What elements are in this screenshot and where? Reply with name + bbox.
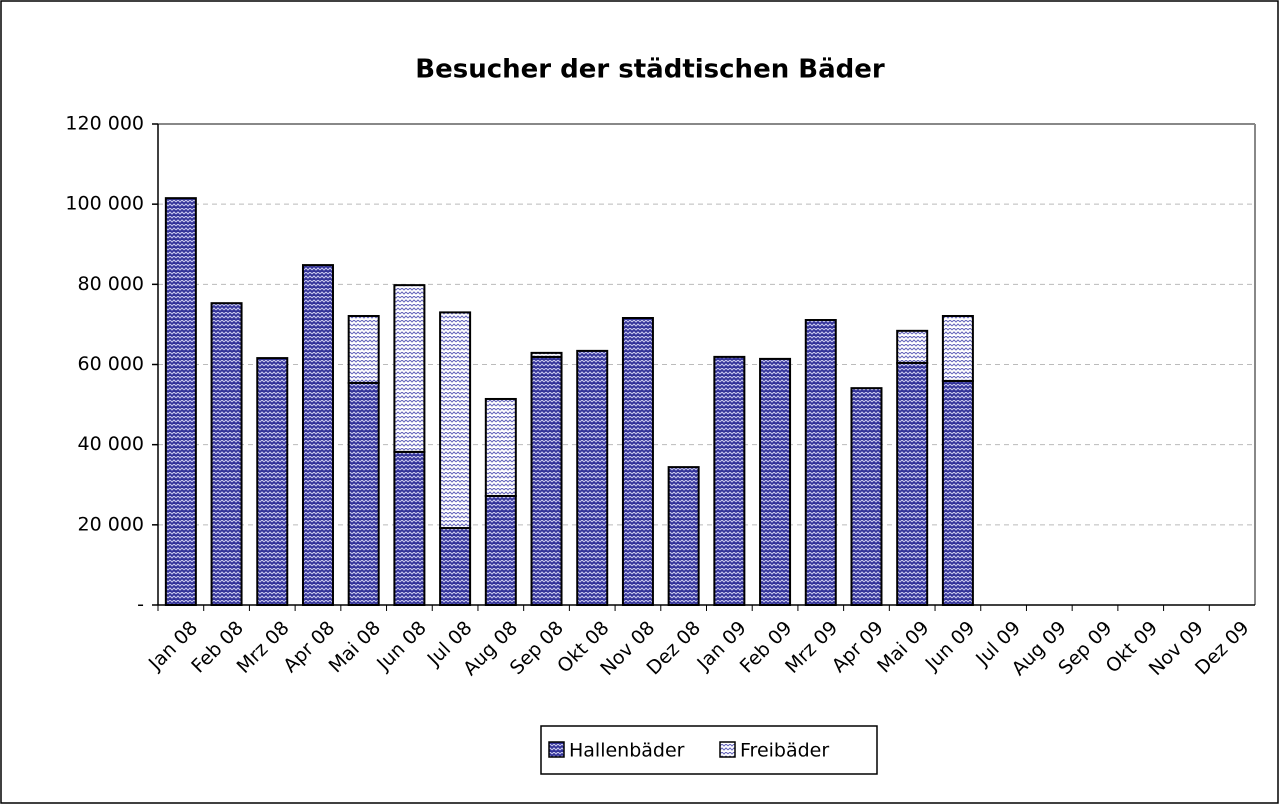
bar-segment [530,351,563,358]
bar-segment [439,527,472,606]
bar-segment [484,494,517,606]
bar-segment [210,302,243,606]
y-tick-label: 60 000 [78,353,144,375]
y-tick-label: 80 000 [78,273,144,295]
bar-segment [576,349,609,606]
legend-swatch [548,741,565,758]
y-tick-label: 20 000 [78,513,144,535]
y-tick-label: 120 000 [65,113,144,135]
bar-segment [439,311,472,530]
y-tick-label: 100 000 [65,193,144,215]
bar-segment [484,397,517,497]
legend-box [540,725,878,775]
bar-segment [393,450,426,606]
bar-segment [393,284,426,453]
bar-segment [759,357,792,606]
bar-segment [850,387,883,606]
legend-label: Freibäder [740,740,829,762]
legend-label: Hallenbäder [569,740,685,762]
bar-segment [256,357,289,606]
legend-swatch [719,741,736,758]
bar-segment [301,264,334,606]
y-tick-label: - [137,594,144,616]
bar-segment [941,314,974,382]
bar-segment [896,361,929,606]
bar-segment [347,381,380,606]
bar-segment [347,314,380,384]
bar-segment [164,197,197,606]
bar-segment [667,466,700,607]
bar-segment [896,329,929,364]
y-tick-label: 40 000 [78,433,144,455]
bar-segment [804,319,837,606]
bar-segment [530,355,563,606]
bar-segment [621,317,654,606]
bar-segment [713,355,746,606]
bar-segment [941,379,974,606]
chart-title: Besucher der städtischen Bäder [415,55,885,85]
